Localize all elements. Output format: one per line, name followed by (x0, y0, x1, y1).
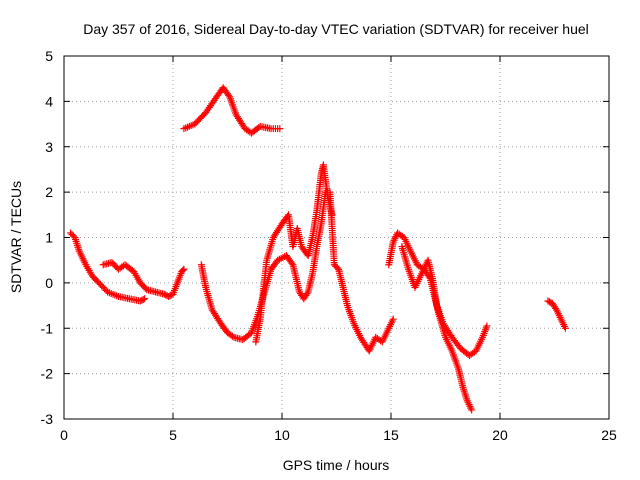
x-tick-label: 20 (492, 427, 508, 443)
data-point (468, 406, 476, 414)
series-trace-d (385, 229, 491, 414)
y-tick-label: 4 (45, 93, 53, 109)
data-points (67, 84, 569, 414)
data-point (288, 259, 296, 267)
x-tick-label: 15 (383, 427, 399, 443)
series-trace-a (67, 229, 188, 305)
grid (64, 56, 609, 419)
data-point (228, 332, 236, 340)
data-point (141, 295, 149, 303)
data-point (139, 296, 147, 304)
data-point (179, 266, 187, 274)
axis-ticks (63, 55, 610, 420)
x-tick-label: 0 (60, 427, 68, 443)
data-point (333, 264, 341, 272)
y-tick-label: 1 (45, 230, 53, 246)
chart-title: Day 357 of 2016, Sidereal Day-to-day VTE… (83, 21, 589, 37)
y-tick-labels: -3 -2 -1 0 1 2 3 4 5 (41, 48, 54, 427)
data-point (303, 290, 311, 298)
y-axis-label: SDTVAR / TECUs (8, 181, 24, 293)
x-axis-label: GPS time / hours (283, 457, 390, 473)
y-tick-label: 5 (45, 48, 53, 64)
series-trace-b (180, 84, 284, 137)
data-point (561, 324, 569, 332)
data-point (389, 315, 397, 323)
series-trace-e (544, 297, 569, 332)
x-tick-label: 5 (169, 427, 177, 443)
y-tick-label: -2 (41, 366, 54, 382)
y-tick-label: 3 (45, 139, 53, 155)
data-point (552, 304, 560, 312)
data-point (483, 322, 491, 330)
y-tick-label: 0 (45, 275, 53, 291)
data-point (225, 91, 233, 99)
x-tick-labels: 0 5 10 15 20 25 (60, 427, 617, 443)
y-tick-label: -1 (41, 320, 54, 336)
y-tick-label: -3 (41, 411, 54, 427)
x-tick-label: 10 (274, 427, 290, 443)
x-tick-label: 25 (601, 427, 617, 443)
series-trace-c (197, 161, 397, 355)
data-point (180, 265, 188, 273)
y-tick-label: 2 (45, 184, 53, 200)
data-point (328, 211, 336, 219)
data-point (276, 125, 284, 133)
